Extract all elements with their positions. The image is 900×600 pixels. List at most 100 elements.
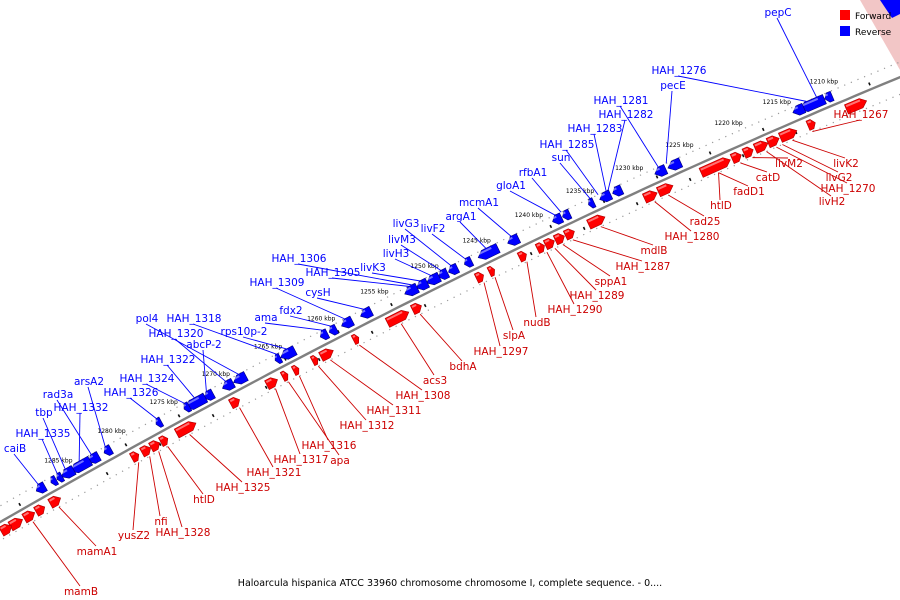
gene-label: catD — [740, 162, 780, 184]
scale-tick-label: 1270 kbp — [202, 371, 230, 378]
gene-label: rad25 — [668, 194, 720, 228]
scale-tick-label: 1225 kbp — [665, 142, 693, 149]
forward-gene-arrow — [729, 151, 742, 164]
forward-gene-arrow — [486, 265, 495, 278]
gene-label: ama — [254, 312, 323, 331]
gene-label: acs3 — [400, 323, 447, 387]
tick-mark — [655, 175, 659, 179]
forward-gene-arrow — [33, 504, 46, 517]
reverse-gene-arrow — [103, 444, 114, 456]
gene-label: HAH_1312 — [318, 365, 394, 432]
gene-label: HAH_1332 — [54, 402, 109, 462]
gene-name: abcP-2 — [186, 339, 221, 351]
reverse-gene-arrow — [155, 416, 165, 428]
corner-wedge — [860, 0, 900, 70]
figure-caption: Haloarcula hispanica ATCC 33960 chromoso… — [237, 578, 663, 589]
reverse-gene-arrow — [425, 271, 442, 286]
forward-gene-arrow — [309, 354, 319, 367]
scale-tick-label: 1230 kbp — [615, 165, 643, 172]
gene-label: abcP-2 — [186, 339, 222, 392]
tick-mark — [761, 127, 765, 132]
gene-label: caiB — [4, 443, 39, 485]
gene-name: HAH_1306 — [272, 253, 327, 265]
gene-name: HAH_1318 — [167, 313, 222, 325]
forward-gene-arrow — [586, 214, 606, 230]
gene-name: HAH_1335 — [16, 428, 71, 440]
gene-label: HAH_1306 — [272, 253, 412, 286]
scale-tick-label: 1235 kbp — [566, 188, 594, 195]
gene-label: livM3 — [388, 234, 442, 271]
tick-mark — [124, 443, 128, 447]
gene-label: HAH_1324 — [120, 373, 185, 404]
gene-label: HAH_1335 — [16, 428, 71, 474]
gene-label: argA1 — [445, 211, 487, 249]
gene-name: HAH_1305 — [306, 267, 361, 279]
gene-name: HAH_1332 — [54, 402, 109, 414]
forward-gene-arrow — [698, 157, 731, 178]
reverse-gene-arrow — [279, 345, 298, 360]
gene-label: HAH_1297 — [474, 282, 528, 358]
gene-name: pecE — [660, 80, 686, 92]
reverse-gene-arrow — [437, 267, 451, 280]
forward-gene-arrow — [279, 370, 289, 382]
corner-reverse-arrow — [880, 0, 900, 18]
reverse-gene-arrow — [340, 315, 355, 329]
gene-label: HAH_1326 — [104, 387, 159, 419]
gene-label: HAH_1282 — [599, 109, 654, 191]
tick-mark — [317, 357, 321, 362]
backbone-line — [0, 75, 900, 524]
gene-label: HAH_1328 — [156, 451, 211, 539]
gene-name: HAH_1276 — [652, 65, 707, 77]
legend-swatch-reverse — [840, 26, 850, 36]
reverse-gene-arrow — [319, 328, 331, 341]
reverse-gene-arrow — [667, 157, 684, 171]
reverse-gene-arrow — [49, 474, 60, 487]
reverse-gene-arrow — [403, 282, 420, 297]
gene-name: HAH_1282 — [599, 109, 654, 121]
gene-name: tbp — [35, 407, 53, 419]
reverse-gene-arrow — [463, 255, 475, 268]
gene-name: HAH_1326 — [104, 387, 159, 399]
gene-label: tbp — [35, 407, 66, 470]
forward-gene-arrow — [128, 451, 140, 463]
dotted-guide-reverse — [0, 61, 900, 507]
gene-label: livH2 — [766, 151, 845, 208]
gene-name: HAH_1325 — [216, 482, 271, 494]
gene-label: HAH_1318 — [167, 313, 277, 355]
scale-tick-label: 1280 kbp — [97, 428, 125, 435]
scale-tick-label: 1215 kbp — [763, 99, 791, 106]
gene-name: slpA — [503, 330, 526, 342]
tick-mark — [868, 82, 871, 86]
tick-mark — [264, 385, 268, 389]
reverse-gene-arrow — [232, 371, 249, 385]
tick-mark — [708, 151, 712, 155]
reverse-gene-arrow — [561, 208, 573, 221]
gene-name: livK2 — [833, 158, 859, 170]
reverse-gene-arrow — [447, 262, 461, 276]
legend-swatch-forward — [840, 10, 850, 20]
scale-tick-label: 1285 kbp — [44, 457, 72, 464]
gene-name: livK3 — [360, 262, 386, 274]
gene-name: HAH_1283 — [568, 123, 623, 135]
gene-name: caiB — [4, 443, 26, 455]
gene-name: rps10p-2 — [221, 326, 268, 338]
gene-label: livH3 — [383, 248, 431, 276]
gene-label: livM2 — [752, 157, 803, 170]
gene-name: htlD — [193, 494, 215, 506]
forward-gene-arrow — [264, 377, 278, 391]
gene-name: HAH_1285 — [540, 139, 595, 151]
forward-gene-arrow — [157, 435, 169, 448]
gene-label: HAH_1289 — [554, 248, 624, 302]
gene-name: livH2 — [819, 196, 846, 208]
tick-mark — [105, 471, 109, 476]
gene-label: nudB — [523, 261, 551, 329]
scale-tick-label: 1210 kbp — [810, 78, 838, 85]
gene-name: yusZ2 — [118, 530, 150, 542]
legend: Forward Reverse — [840, 10, 892, 38]
gene-name: HAH_1328 — [156, 527, 211, 539]
gene-name: sun — [552, 152, 571, 164]
gene-name: livH3 — [383, 248, 410, 260]
tick-mark — [549, 224, 553, 229]
forward-gene-arrow — [765, 135, 780, 149]
reverse-gene-arrow — [654, 164, 669, 177]
